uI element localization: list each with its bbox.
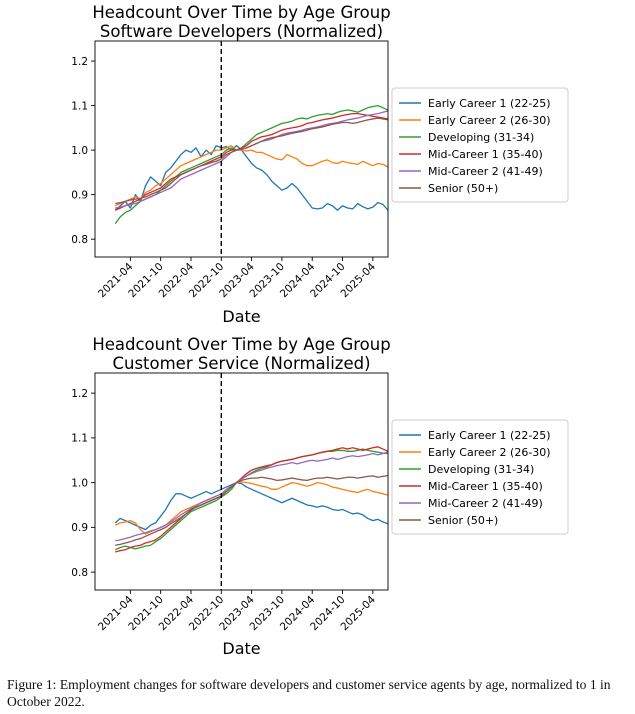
chart-panel-2: Headcount Over Time by Age GroupCustomer… bbox=[71, 335, 569, 658]
legend: Early Career 1 (22-25) Early Career 2 (26… bbox=[391, 87, 569, 203]
legend-label: Early Career 1 (22-25) bbox=[428, 429, 551, 442]
y-tick-label: 0.8 bbox=[71, 567, 88, 579]
legend-label: Mid-Career 1 (35-40) bbox=[428, 480, 543, 493]
chart-title-line-2: Customer Service (Normalized) bbox=[112, 354, 370, 373]
x-axis-label: Date bbox=[222, 307, 260, 326]
legend-label: Mid-Career 1 (35-40) bbox=[428, 148, 543, 161]
legend-label: Senior (50+) bbox=[428, 514, 498, 527]
legend-box bbox=[391, 87, 569, 203]
figure-caption: Figure 1: Employment changes for softwar… bbox=[7, 677, 611, 709]
series-line-4 bbox=[114, 112, 388, 211]
y-tick-label: 0.8 bbox=[71, 234, 88, 246]
series-line-4 bbox=[115, 446, 388, 553]
series-line-6 bbox=[115, 474, 388, 546]
series-line-3 bbox=[114, 104, 388, 224]
series-line-5 bbox=[115, 451, 388, 542]
legend-label: Mid-Career 2 (41-49) bbox=[428, 497, 543, 510]
series-group bbox=[114, 104, 388, 224]
legend-label: Senior (50+) bbox=[428, 182, 498, 195]
y-tick-label: 1.0 bbox=[71, 145, 88, 157]
legend-label: Early Career 2 (26-30) bbox=[428, 114, 551, 127]
chart-title-line-1: Headcount Over Time by Age Group bbox=[92, 3, 390, 22]
chart-title-line-2: Software Developers (Normalized) bbox=[100, 22, 383, 41]
legend: Early Career 1 (22-25) Early Career 2 (26… bbox=[391, 419, 569, 535]
axes-frame bbox=[94, 40, 389, 258]
y-tick-label: 1.1 bbox=[71, 433, 88, 445]
y-tick-label: 0.9 bbox=[71, 522, 88, 534]
series-line-6 bbox=[115, 117, 388, 205]
y-tick-label: 1.2 bbox=[71, 56, 88, 68]
legend-label: Developing (31-34) bbox=[428, 463, 534, 476]
legend-box bbox=[391, 419, 569, 535]
series-line-5 bbox=[115, 110, 388, 209]
x-axis-label: Date bbox=[222, 639, 260, 658]
series-line-1 bbox=[114, 481, 388, 531]
y-tick-label: 0.9 bbox=[71, 189, 88, 201]
series-group bbox=[114, 446, 388, 553]
legend-label: Mid-Career 2 (41-49) bbox=[428, 165, 543, 178]
chart-panel-1: Headcount Over Time by Age GroupSoftware… bbox=[71, 3, 569, 326]
y-tick-label: 1.0 bbox=[71, 477, 88, 489]
figure: Headcount Over Time by Age GroupSoftware… bbox=[71, 3, 569, 658]
series-line-2 bbox=[114, 145, 388, 207]
axes-frame bbox=[94, 372, 389, 591]
chart-title-line-1: Headcount Over Time by Age Group bbox=[92, 335, 390, 354]
y-tick-label: 1.2 bbox=[71, 388, 88, 400]
legend-label: Developing (31-34) bbox=[428, 131, 534, 144]
series-line-2 bbox=[114, 481, 388, 535]
series-line-1 bbox=[114, 145, 388, 212]
legend-label: Early Career 2 (26-30) bbox=[428, 446, 551, 459]
legend-label: Early Career 1 (22-25) bbox=[428, 97, 551, 110]
y-tick-label: 1.1 bbox=[71, 100, 88, 112]
